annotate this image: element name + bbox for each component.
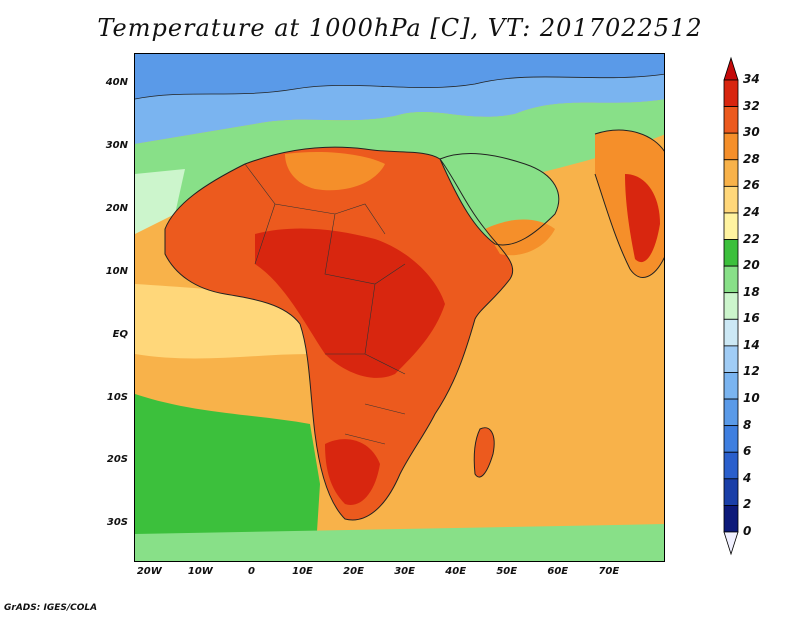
- colorbar-level-label: 12: [743, 364, 760, 379]
- colorbar-level-label: 8: [743, 417, 752, 432]
- colorbar-swatch: [723, 79, 739, 107]
- lon-tick-label: 10W: [187, 566, 213, 577]
- colorbar-level-label: 22: [743, 231, 760, 246]
- india-coastline: [594, 129, 664, 278]
- lat-tick-label: 10S: [106, 391, 128, 403]
- colorbar-swatch: [723, 132, 739, 161]
- lat-tick-label: 30N: [105, 140, 128, 152]
- colorbar-swatch: [723, 292, 739, 320]
- colorbar-level-label: 24: [743, 204, 760, 219]
- credit-text: GrADS: IGES/COLA: [4, 603, 98, 613]
- colorbar-level-label: 26: [743, 178, 760, 193]
- lat-tick-label: 40N: [105, 77, 128, 89]
- africa-coastline: [164, 146, 514, 521]
- colorbar-level-label: 16: [743, 311, 760, 326]
- arabia-coastline: [439, 153, 560, 246]
- south-atlantic-cool-zone: [135, 394, 320, 561]
- lat-tick-label: EQ: [112, 328, 128, 340]
- colorbar-swatch: [723, 159, 739, 187]
- colorbar-swatch: [723, 106, 739, 134]
- colorbar-level-label: 30: [743, 125, 760, 140]
- colorbar-swatch: [723, 185, 739, 214]
- colorbar-swatch: [723, 265, 739, 294]
- colorbar-swatch: [723, 478, 739, 506]
- temperature-field: [135, 54, 664, 561]
- colorbar-swatch: [723, 451, 739, 480]
- lat-tick-label: 20S: [106, 454, 128, 466]
- lon-tick-label: 60E: [547, 566, 569, 577]
- sahara-warm-zone: [285, 152, 385, 191]
- central-africa-very-hot-zone: [255, 228, 445, 378]
- lon-tick-label: 10E: [292, 566, 313, 577]
- colorbar-level-label: 4: [743, 470, 752, 485]
- colorbar-level-label: 14: [743, 337, 760, 352]
- southern-africa-very-hot-zone: [325, 439, 380, 505]
- temperature-map: [134, 53, 665, 562]
- india-hot-zone: [625, 174, 660, 263]
- colorbar-upper-triangle: [723, 56, 739, 81]
- lon-tick-label: 20E: [343, 566, 364, 577]
- colorbar-level-label: 10: [743, 391, 760, 406]
- southern-ocean-zone: [135, 524, 664, 561]
- colorbar-level-label: 34: [743, 72, 760, 86]
- colorbar-level-label: 0: [743, 524, 752, 538]
- lat-tick-label: 20N: [105, 203, 128, 215]
- lon-tick-label: 50E: [496, 566, 518, 577]
- colorbar-swatch: [723, 318, 739, 347]
- map-title: Temperature at 1000hPa [C], VT: 20170225…: [97, 14, 703, 42]
- colorbar-swatch: [723, 239, 739, 267]
- atlantic-cool-zone: [135, 169, 185, 234]
- country-borders: [244, 163, 406, 445]
- colorbar-level-label: 20: [743, 258, 760, 273]
- colorbar-level-label: 32: [743, 98, 760, 113]
- arabia-warm-zone: [485, 219, 555, 256]
- lon-tick-label: 40E: [445, 566, 467, 577]
- lon-tick-label: 20W: [136, 566, 162, 577]
- lon-tick-label: 30E: [394, 566, 415, 577]
- far-north-cold-zone: [135, 54, 664, 99]
- colorbar-swatch: [723, 398, 739, 427]
- colorbar-swatch: [723, 425, 739, 453]
- lat-tick-label: 30S: [106, 517, 128, 529]
- colorbar-lower-triangle: [723, 531, 739, 556]
- colorbar-level-label: 6: [743, 444, 752, 459]
- colorbar-level-label: 18: [743, 284, 760, 299]
- europe-coastline: [135, 73, 664, 100]
- lon-tick-label: 0: [247, 566, 255, 577]
- colorbar-level-label: 28: [743, 151, 760, 166]
- colorbar-swatch: [723, 212, 739, 240]
- colorbar-swatch: [723, 372, 739, 400]
- colorbar-swatch: [723, 505, 739, 533]
- lat-tick-label: 10N: [105, 265, 128, 277]
- colorbar: [723, 56, 739, 556]
- lon-tick-label: 70E: [598, 566, 620, 577]
- madagascar-coastline: [473, 427, 495, 478]
- colorbar-level-label: 2: [743, 497, 752, 512]
- colorbar-swatch: [723, 345, 739, 373]
